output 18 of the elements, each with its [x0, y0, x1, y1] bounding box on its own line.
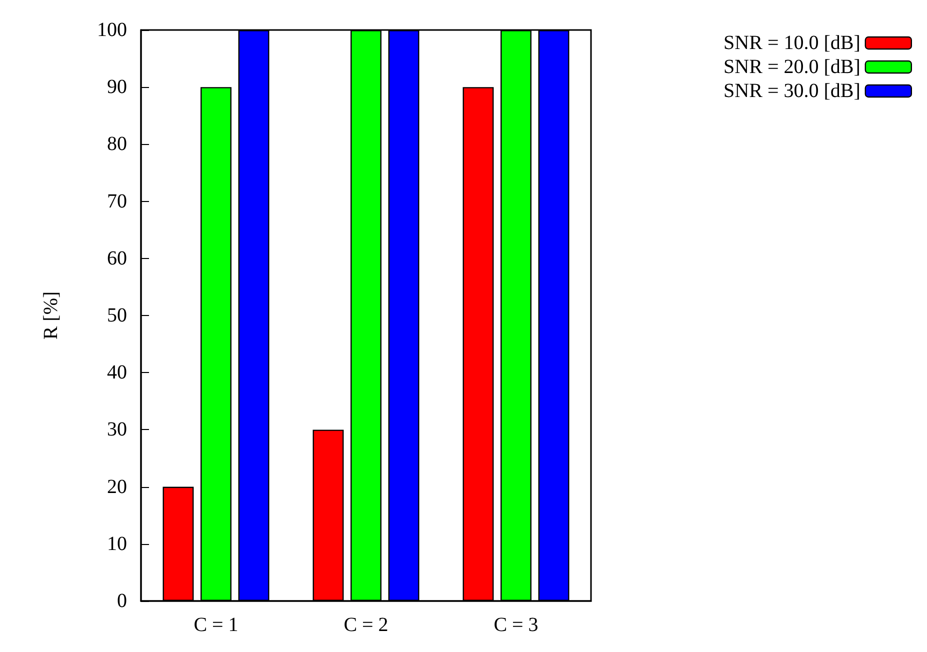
- y-tick-label: 20: [107, 476, 127, 498]
- legend-label: SNR = 10.0 [dB]: [724, 32, 860, 54]
- x-tick-label: C = 2: [344, 614, 388, 636]
- y-tick-label: 60: [107, 247, 127, 270]
- y-tick-label: 100: [97, 19, 127, 41]
- legend-label: SNR = 30.0 [dB]: [724, 80, 860, 102]
- y-axis-title: R [%]: [40, 291, 62, 340]
- y-tick-label: 70: [107, 190, 127, 212]
- y-tick-label: 50: [107, 304, 127, 326]
- y-tick-label: 90: [107, 76, 127, 98]
- x-tick-label: C = 1: [194, 614, 238, 636]
- y-tick-label: 0: [117, 590, 127, 612]
- y-tick-label: 80: [107, 133, 127, 156]
- y-tick-label: 40: [107, 362, 127, 384]
- legend-label: SNR = 20.0 [dB]: [724, 56, 860, 78]
- y-tick-label: 10: [107, 532, 127, 555]
- x-tick-label: C = 3: [494, 614, 538, 636]
- y-tick-label: 30: [107, 418, 127, 441]
